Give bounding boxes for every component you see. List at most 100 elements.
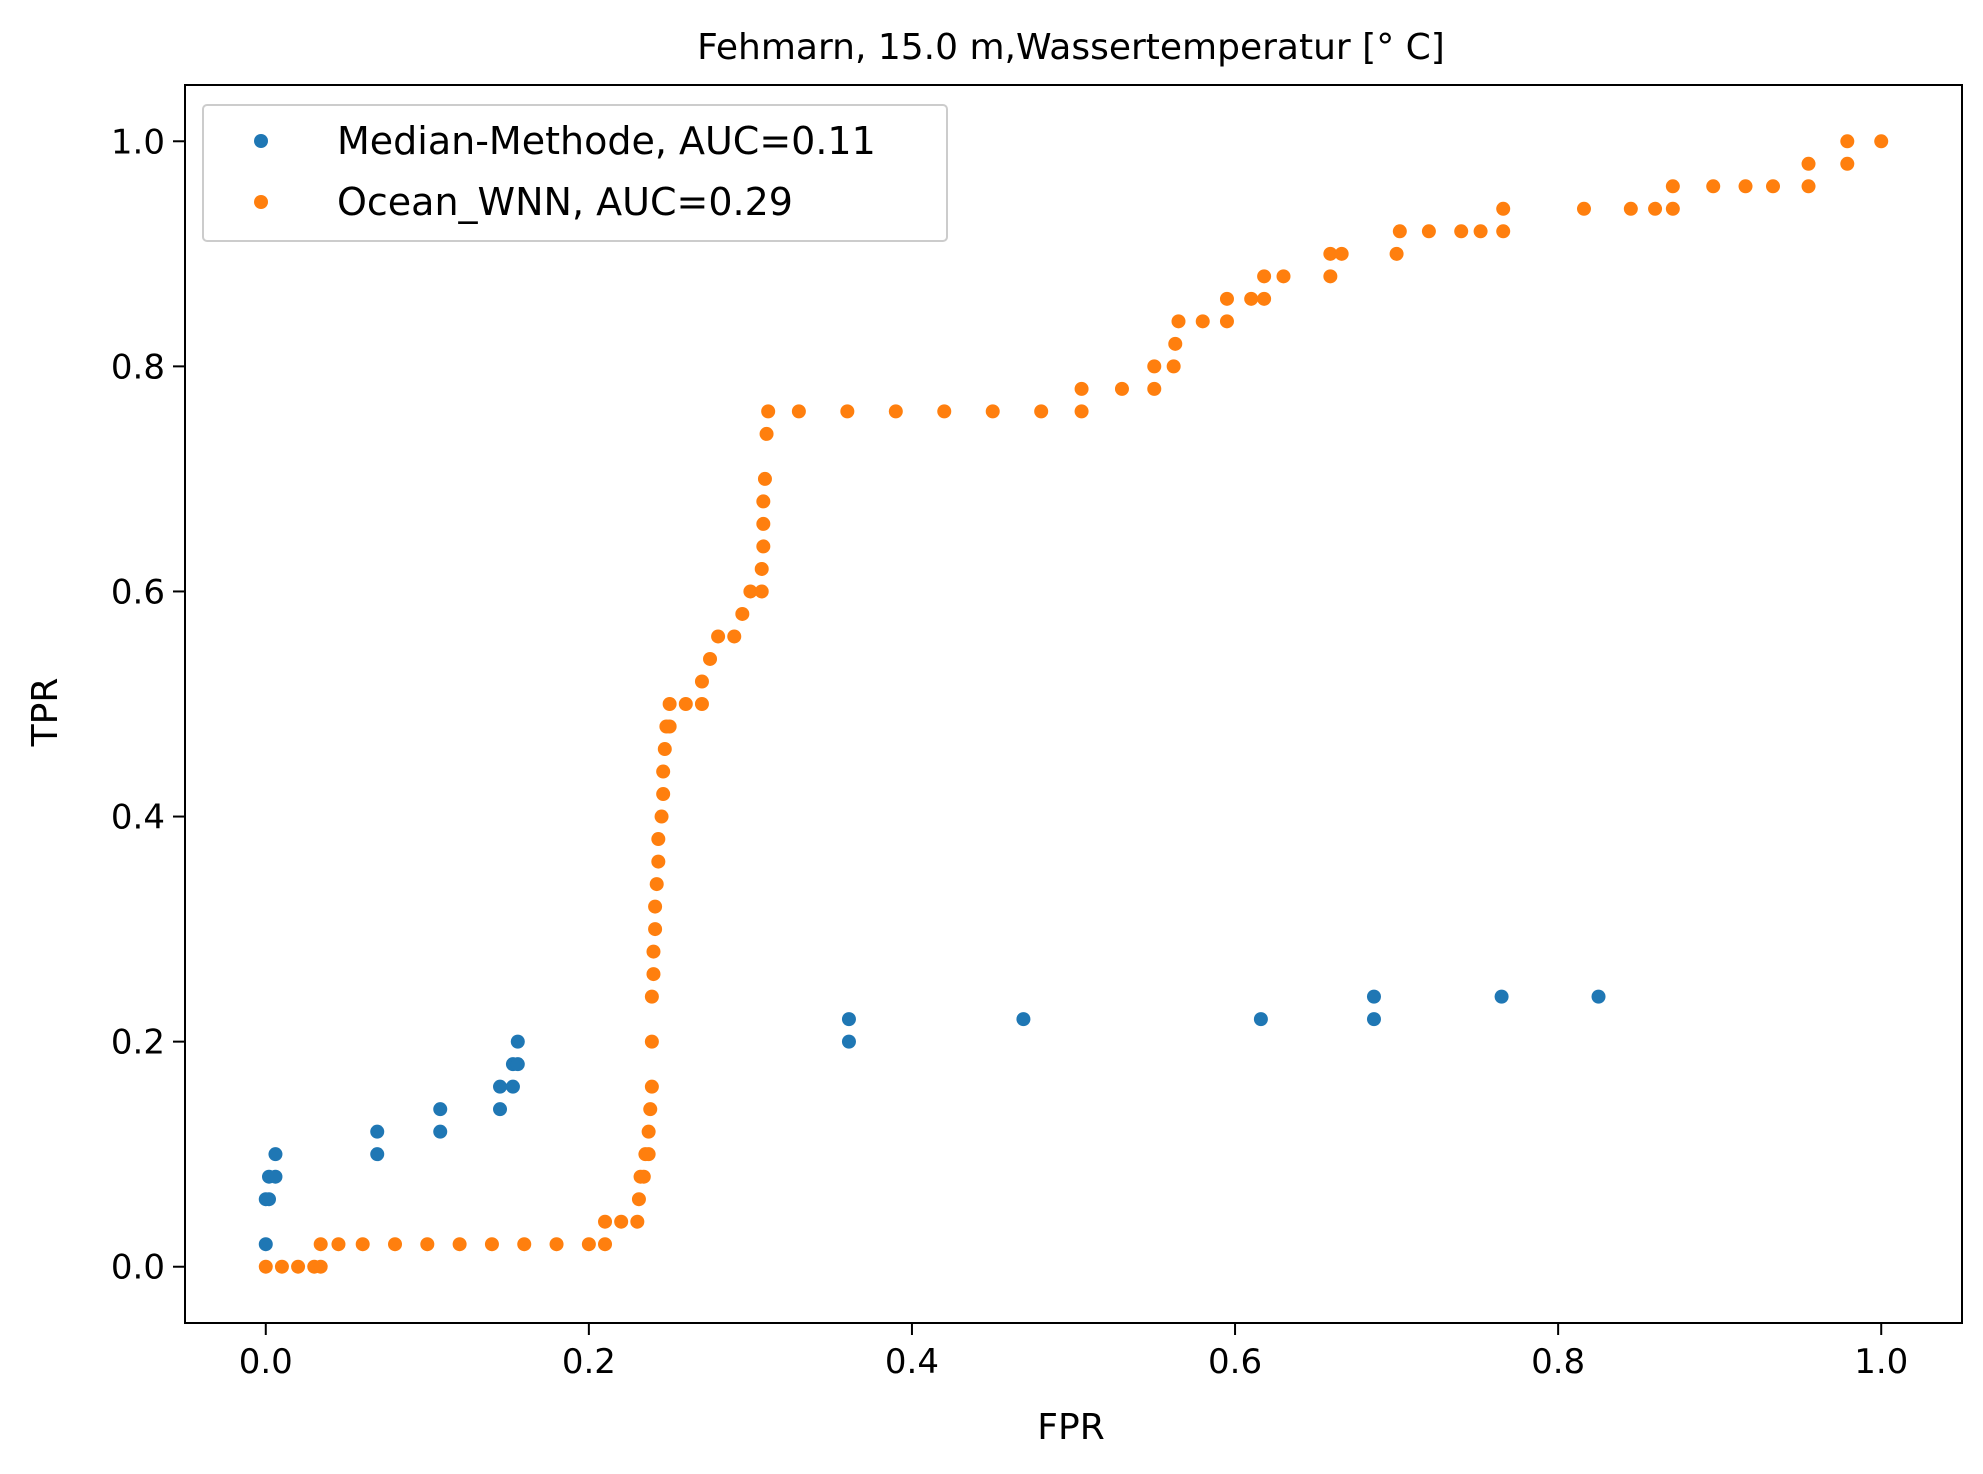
- data-point: [598, 1214, 613, 1229]
- data-point: [1219, 291, 1234, 306]
- data-point: [1323, 246, 1338, 261]
- data-point: [268, 1169, 283, 1184]
- data-point: [651, 854, 666, 869]
- data-point: [291, 1259, 306, 1274]
- y-tick-label: 0.4: [111, 798, 165, 838]
- x-tick-label: 0.0: [239, 1342, 293, 1382]
- data-point: [370, 1124, 385, 1139]
- data-point: [631, 1192, 646, 1207]
- axes-frame: [184, 84, 1963, 1324]
- data-point: [1244, 291, 1259, 306]
- data-point: [630, 1214, 645, 1229]
- data-point: [274, 1259, 289, 1274]
- data-point: [1496, 201, 1511, 216]
- x-tick-label: 1.0: [1854, 1342, 1908, 1382]
- data-point: [517, 1237, 532, 1252]
- data-point: [1591, 989, 1606, 1004]
- data-point: [1034, 404, 1049, 419]
- data-point: [510, 1057, 525, 1072]
- data-point: [1114, 381, 1129, 396]
- data-point: [754, 561, 769, 576]
- data-point: [1147, 381, 1162, 396]
- x-tick-label: 0.6: [1208, 1342, 1262, 1382]
- data-point: [1840, 134, 1855, 149]
- data-point: [510, 1034, 525, 1049]
- data-point: [549, 1237, 564, 1252]
- data-point: [1334, 246, 1349, 261]
- y-tick-label: 0.8: [111, 347, 165, 387]
- data-point: [756, 516, 771, 531]
- data-point: [493, 1102, 508, 1117]
- data-point: [694, 697, 709, 711]
- data-point: [614, 1214, 629, 1229]
- data-point: [841, 1012, 856, 1027]
- data-point: [331, 1237, 346, 1252]
- data-point: [644, 1034, 659, 1049]
- series-2: [258, 134, 1889, 1274]
- data-point: [648, 899, 663, 914]
- data-point: [1323, 269, 1338, 284]
- data-point: [651, 832, 666, 847]
- data-point: [420, 1237, 435, 1252]
- data-point: [937, 404, 952, 419]
- data-point: [581, 1237, 596, 1252]
- data-point: [703, 651, 718, 666]
- data-point: [1257, 269, 1272, 284]
- data-point: [985, 404, 1000, 419]
- data-point: [1195, 314, 1210, 329]
- data-point: [840, 404, 855, 419]
- data-point: [694, 674, 709, 689]
- data-point: [1576, 201, 1591, 216]
- data-point: [1623, 201, 1638, 216]
- data-point: [727, 629, 742, 644]
- data-point: [313, 1259, 328, 1274]
- x-tick-label: 0.8: [1531, 1342, 1585, 1382]
- data-point: [1738, 179, 1753, 194]
- data-point: [648, 922, 663, 937]
- chart-title: Fehmarn, 15.0 m,Wassertemperatur [° C]: [697, 27, 1445, 68]
- data-point: [678, 697, 693, 711]
- x-axis-label: FPR: [1037, 1407, 1104, 1448]
- data-point: [641, 1124, 656, 1139]
- data-point: [484, 1237, 499, 1252]
- data-point: [735, 606, 750, 621]
- legend-box: [202, 104, 948, 242]
- data-point: [756, 539, 771, 554]
- plot-area: [258, 134, 1889, 1274]
- data-point: [656, 764, 671, 779]
- data-point: [761, 404, 776, 419]
- y-tick-label: 1.0: [111, 122, 165, 162]
- data-point: [1801, 156, 1816, 171]
- y-tick-label: 0.0: [111, 1248, 165, 1288]
- data-point: [1074, 381, 1089, 396]
- data-point: [654, 809, 669, 824]
- data-point: [1366, 989, 1381, 1004]
- data-point: [649, 877, 664, 892]
- data-point: [388, 1237, 403, 1252]
- data-point: [656, 787, 671, 802]
- data-point: [1496, 224, 1511, 239]
- legend-marker: [254, 134, 268, 148]
- data-point: [1147, 359, 1162, 374]
- data-point: [355, 1237, 370, 1252]
- data-point: [313, 1237, 328, 1252]
- data-point: [754, 584, 769, 599]
- data-point: [258, 1259, 273, 1274]
- data-point: [1665, 179, 1680, 194]
- data-point: [1801, 179, 1816, 194]
- data-point: [1171, 314, 1186, 329]
- legend-label: Ocean_WNN, AUC=0.29: [337, 180, 793, 224]
- data-point: [1765, 179, 1780, 194]
- data-point: [756, 494, 771, 509]
- data-point: [1392, 224, 1407, 239]
- data-point: [1665, 201, 1680, 216]
- data-point: [1454, 224, 1469, 239]
- data-point: [646, 944, 661, 959]
- data-point: [493, 1079, 508, 1094]
- data-point: [644, 1079, 659, 1094]
- data-point: [643, 1102, 658, 1117]
- data-point: [370, 1147, 385, 1162]
- data-point: [1648, 201, 1663, 216]
